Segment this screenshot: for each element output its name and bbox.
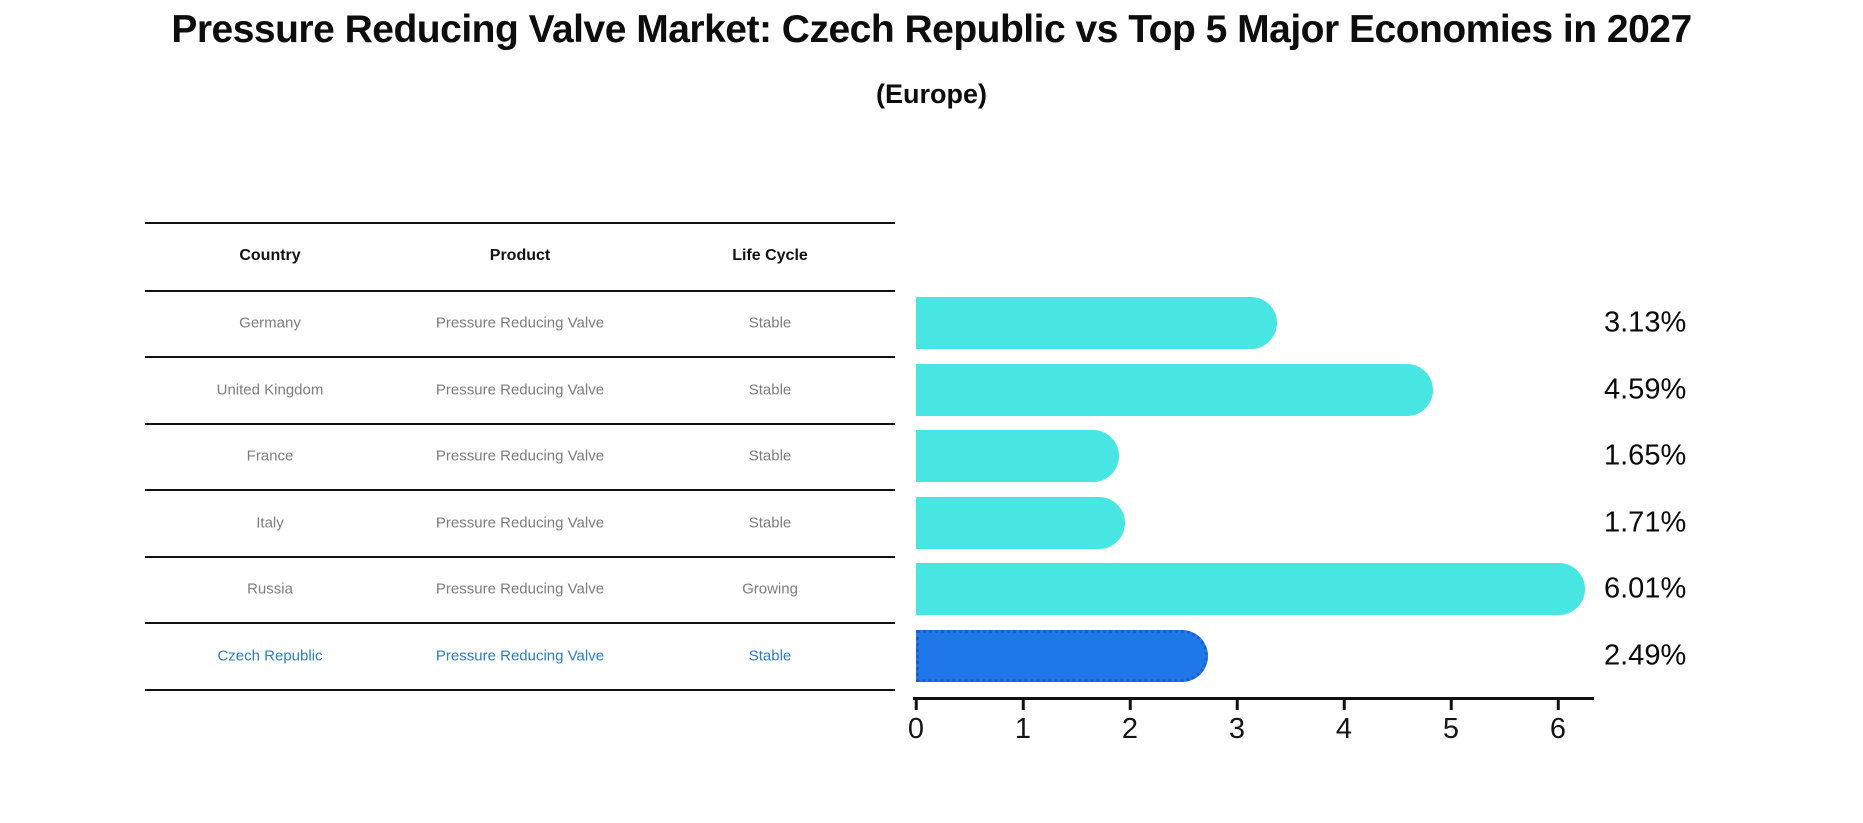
table-row-rule: [145, 489, 895, 491]
product-cell: Pressure Reducing Valve: [435, 514, 605, 531]
x-tick-mark: [1128, 700, 1132, 710]
life-cycle-cell: Stable: [748, 647, 792, 664]
product-cell: Pressure Reducing Valve: [435, 447, 605, 465]
x-tick-label: 2: [1121, 713, 1139, 745]
product-cell: Pressure Reducing Valve: [435, 314, 605, 332]
life-cycle-cell: Stable: [748, 314, 792, 332]
x-tick-mark: [914, 700, 918, 710]
product-cell: Pressure Reducing Valve: [435, 580, 605, 598]
value-label: 1.65%: [1604, 439, 1687, 472]
x-tick-label: 0: [907, 713, 925, 745]
table-row-rule: [145, 556, 895, 558]
x-tick-label: 3: [1228, 713, 1246, 745]
value-label: 1.71%: [1604, 506, 1687, 538]
country-cell: United Kingdom: [216, 381, 324, 398]
table-row-rule: [145, 356, 895, 358]
column-header-life-cycle: Life Cycle: [732, 247, 808, 264]
bar-italy: [916, 496, 1125, 549]
column-header-product: Product: [489, 247, 551, 264]
table-row-rule: [145, 423, 895, 425]
value-label: 6.01%: [1604, 572, 1687, 605]
table-row-rule: [145, 622, 895, 624]
life-cycle-cell: Growing: [742, 580, 798, 598]
bar-czech-republic: [916, 629, 1209, 682]
bar-russia: [916, 563, 1585, 615]
life-cycle-cell: Stable: [748, 514, 792, 531]
chart-title: Pressure Reducing Valve Market: Czech Re…: [171, 8, 1692, 51]
x-tick-mark: [1021, 700, 1025, 710]
bar-germany: [916, 297, 1277, 349]
country-cell: Germany: [239, 314, 301, 332]
x-tick-mark: [1449, 700, 1453, 710]
value-label: 2.49%: [1604, 639, 1687, 671]
bar-united-kingdom: [916, 363, 1433, 416]
country-cell: Italy: [256, 514, 284, 531]
x-tick-label: 1: [1014, 713, 1032, 745]
table-bottom-rule: [145, 689, 895, 691]
x-tick-label: 5: [1442, 713, 1460, 745]
x-tick-mark: [1235, 700, 1239, 710]
x-axis-spine: [913, 697, 1594, 700]
bar-france: [916, 430, 1119, 482]
life-cycle-cell: Stable: [748, 381, 792, 398]
product-cell: Pressure Reducing Valve: [435, 381, 605, 398]
x-tick-label: 6: [1549, 713, 1567, 745]
column-header-country: Country: [239, 247, 301, 264]
x-tick-label: 4: [1335, 713, 1353, 745]
value-label: 3.13%: [1604, 306, 1687, 339]
chart-subtitle: (Europe): [876, 79, 987, 109]
value-label: 4.59%: [1604, 373, 1687, 405]
product-cell: Pressure Reducing Valve: [435, 647, 605, 664]
x-tick-mark: [1556, 700, 1560, 710]
table-header-rule: [145, 290, 895, 292]
life-cycle-cell: Stable: [748, 447, 792, 465]
country-cell: France: [246, 447, 294, 465]
x-tick-mark: [1342, 700, 1346, 710]
table-top-rule: [145, 222, 895, 224]
country-cell: Russia: [247, 580, 293, 598]
country-cell: Czech Republic: [217, 647, 323, 664]
